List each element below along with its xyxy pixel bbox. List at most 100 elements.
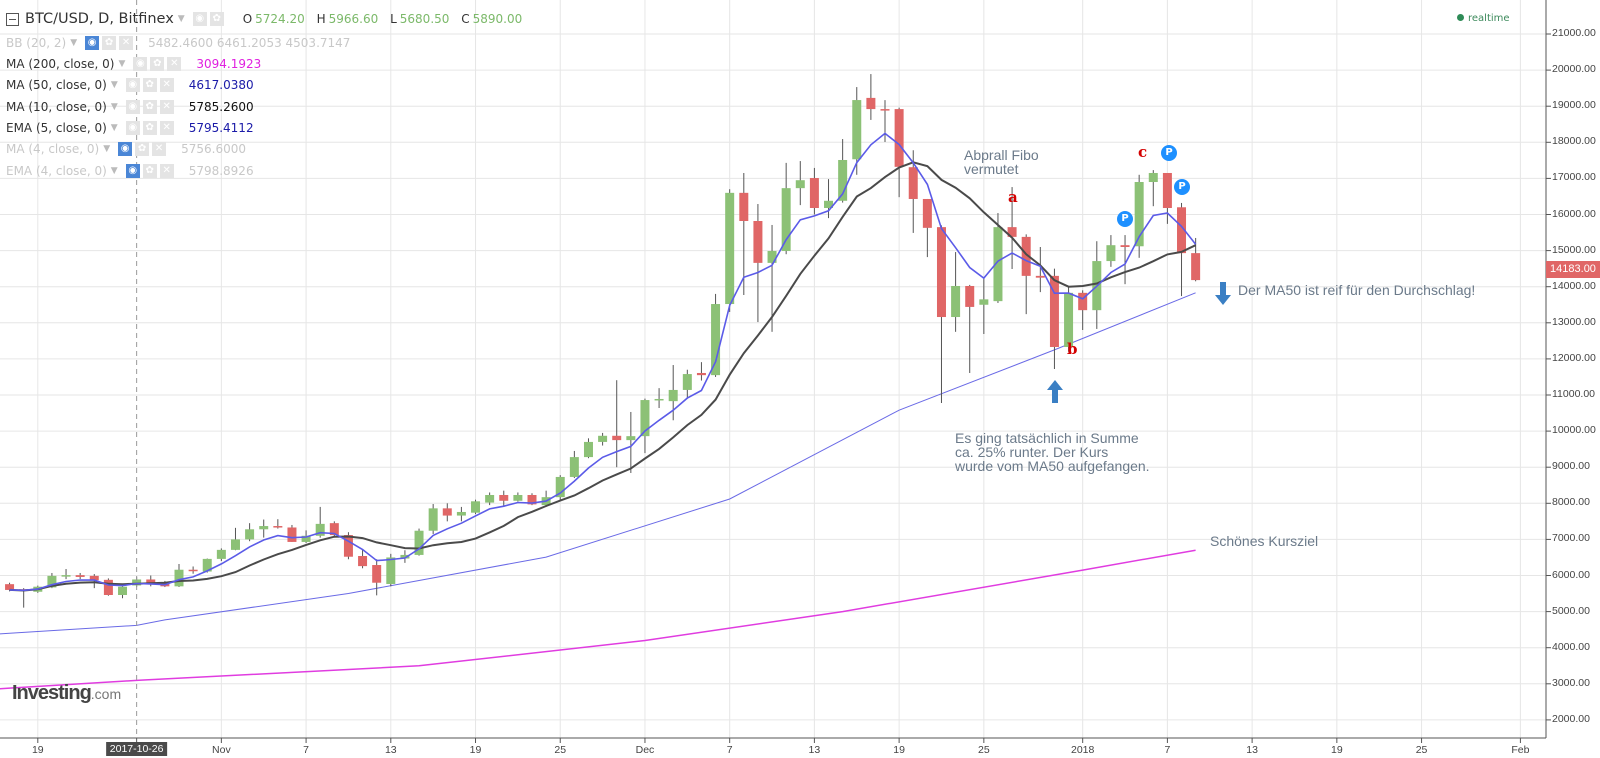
candle-down (1078, 290, 1088, 331)
close-icon[interactable]: ✕ (119, 36, 134, 50)
pattern-marker[interactable]: P (1117, 211, 1133, 227)
candle-down (922, 198, 932, 258)
candle-down (372, 559, 382, 596)
candle-body (414, 530, 424, 555)
ma50-line (0, 292, 1196, 635)
eye-icon[interactable]: ◉ (192, 12, 207, 26)
chevron-down-icon[interactable]: ▼ (103, 144, 111, 154)
candle-down (499, 490, 509, 507)
gear-icon[interactable]: ✿ (142, 164, 157, 178)
collapse-icon[interactable] (6, 12, 19, 26)
symbol-title[interactable]: BTC/USD, D, Bitfinex (25, 11, 174, 27)
candle-up (118, 584, 128, 599)
indicator-label[interactable]: MA (200, close, 0) (6, 57, 115, 71)
eye-icon[interactable]: ◉ (85, 36, 100, 50)
gear-icon[interactable]: ✿ (102, 36, 117, 50)
candle-down (936, 225, 946, 403)
candle-body (499, 494, 509, 501)
eye-icon[interactable]: ◉ (125, 121, 140, 135)
eye-icon[interactable]: ◉ (118, 142, 133, 156)
indicator-label[interactable]: EMA (4, close, 0) (6, 164, 107, 178)
price-tick-label: 7000.00 (1552, 532, 1590, 545)
indicator-row[interactable]: BB (20, 2) ▼ ◉ ✿ ✕ 5482.4600 6461.2053 4503.7… (6, 34, 350, 52)
gear-icon[interactable]: ✿ (209, 12, 224, 26)
candle-up (583, 438, 593, 459)
chevron-down-icon[interactable]: ▼ (110, 166, 118, 176)
price-tick-label: 3000.00 (1552, 676, 1590, 689)
indicator-label[interactable]: MA (10, close, 0) (6, 100, 107, 114)
wave-label-c[interactable]: c (1138, 143, 1148, 161)
candle-body (1049, 275, 1059, 347)
indicator-row[interactable]: EMA (5, close, 0) ▼ ◉ ✿ ✕ 5795.4112 (6, 119, 254, 137)
chevron-down-icon[interactable]: ▼ (110, 123, 118, 133)
candle-down (866, 74, 876, 120)
candle-up (428, 504, 438, 534)
annotation-ma50-note[interactable]: Der MA50 ist reif für den Durchschlag! (1238, 282, 1476, 298)
indicator-row[interactable]: MA (4, close, 0) ▼ ◉ ✿ ✕ 5756.6000 (6, 140, 246, 158)
eye-icon[interactable]: ◉ (125, 78, 140, 92)
candle-down (809, 167, 819, 215)
gear-icon[interactable]: ✿ (142, 121, 157, 135)
price-tick-label: 6000.00 (1552, 568, 1590, 581)
gear-icon[interactable]: ✿ (142, 100, 157, 114)
candle-down (612, 380, 622, 468)
pattern-marker[interactable]: P (1161, 145, 1177, 161)
candle-up (555, 475, 565, 500)
close-value: 5890.00 (472, 12, 523, 26)
ema5-line (9, 132, 1197, 592)
chevron-down-icon[interactable]: ▼ (177, 14, 185, 24)
candle-up (795, 161, 805, 206)
annotation-drop-note[interactable]: Es ging tatsächlich in Summe ca. 25% run… (955, 430, 1150, 474)
close-icon[interactable]: ✕ (159, 121, 174, 135)
candle-down (739, 172, 749, 296)
candle-body (118, 586, 128, 595)
pattern-marker[interactable]: P (1174, 179, 1190, 195)
close-icon[interactable]: ✕ (159, 100, 174, 114)
close-icon[interactable]: ✕ (159, 164, 174, 178)
indicator-row[interactable]: MA (10, close, 0) ▼ ◉ ✿ ✕ 5785.2600 (6, 98, 254, 116)
annotation-target-note[interactable]: Schönes Kursziel (1210, 533, 1319, 549)
chevron-down-icon[interactable]: ▼ (110, 80, 118, 90)
chevron-down-icon[interactable]: ▼ (110, 102, 118, 112)
gear-icon[interactable]: ✿ (150, 57, 165, 71)
high-value: 5966.60 (328, 12, 379, 26)
wave-label-a[interactable]: a (1008, 188, 1018, 206)
indicator-row[interactable]: EMA (4, close, 0) ▼ ◉ ✿ ✕ 5798.8926 (6, 162, 254, 180)
indicator-label[interactable]: EMA (5, close, 0) (6, 121, 107, 135)
indicator-label[interactable]: MA (4, close, 0) (6, 142, 100, 156)
wave-label-b[interactable]: b (1067, 340, 1078, 358)
candle-body (456, 511, 466, 516)
indicator-label[interactable]: MA (50, close, 0) (6, 78, 107, 92)
candle-body (781, 188, 791, 251)
candle-body (273, 526, 283, 528)
candle-down (287, 524, 297, 542)
close-icon[interactable]: ✕ (159, 78, 174, 92)
open-key: O (242, 12, 253, 26)
close-icon[interactable]: ✕ (167, 57, 182, 71)
crosshair-date-label: 2017-10-26 (105, 742, 168, 756)
eye-icon[interactable]: ◉ (133, 57, 148, 71)
candle-body (979, 299, 989, 305)
chevron-down-icon[interactable]: ▼ (70, 38, 78, 48)
time-tick-label: 13 (808, 744, 821, 756)
annotation-fibo[interactable]: Abprall Fibo vermutet (964, 147, 1039, 177)
candle-body (287, 527, 297, 542)
candle-down (5, 582, 15, 592)
price-tick-label: 15000.00 (1552, 243, 1596, 256)
indicator-row[interactable]: MA (50, close, 0) ▼ ◉ ✿ ✕ 4617.0380 (6, 76, 254, 94)
chevron-down-icon[interactable]: ▼ (118, 59, 126, 69)
time-tick-label: 7 (1164, 744, 1171, 756)
candle-body (1078, 292, 1088, 311)
gear-icon[interactable]: ✿ (135, 142, 150, 156)
gear-icon[interactable]: ✿ (142, 78, 157, 92)
indicator-label[interactable]: BB (20, 2) (6, 36, 67, 50)
candle-body (626, 436, 636, 441)
candle-body (513, 494, 523, 501)
indicator-row[interactable]: MA (200, close, 0) ▼ ◉ ✿ ✕ 3094.1923 (6, 55, 261, 73)
eye-icon[interactable]: ◉ (125, 164, 140, 178)
close-icon[interactable]: ✕ (152, 142, 167, 156)
eye-icon[interactable]: ◉ (125, 100, 140, 114)
indicator-value: 5482.4600 6461.2053 4503.7147 (148, 36, 351, 50)
candle-body (230, 539, 240, 550)
